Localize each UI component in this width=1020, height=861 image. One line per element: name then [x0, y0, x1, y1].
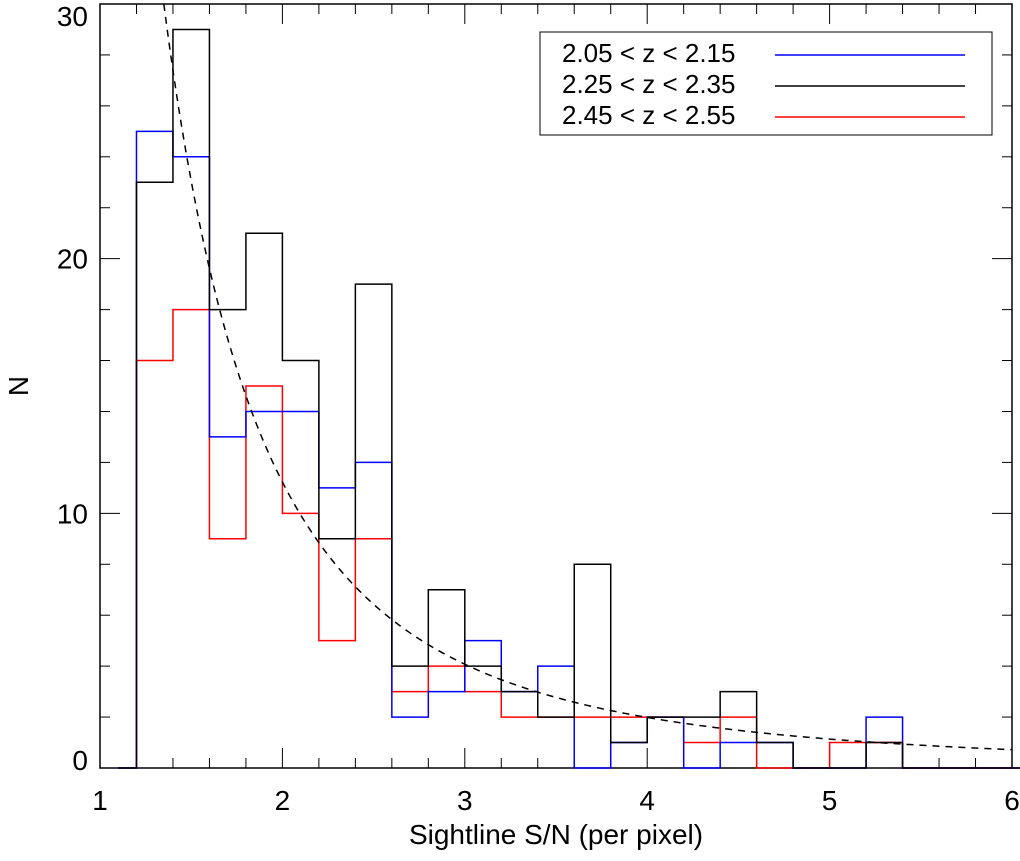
histogram-bin: [173, 157, 209, 768]
histogram-bin: [866, 743, 902, 768]
histogram-bin: [136, 361, 172, 768]
histogram-bin: [282, 411, 318, 768]
histogram-bin: [611, 743, 647, 768]
x-tick-label: 4: [639, 785, 655, 816]
histogram-bin: [136, 131, 172, 768]
histogram-bin: [574, 564, 610, 768]
histogram-bin: [465, 641, 501, 768]
x-tick-label: 6: [1004, 785, 1020, 816]
histogram-bin: [319, 539, 355, 768]
histogram-bin: [611, 743, 647, 768]
histogram-bin: [465, 692, 501, 768]
y-tick-label: 0: [72, 745, 88, 776]
series-step-line: [118, 130, 1020, 769]
y-tick-label: 30: [57, 1, 88, 32]
histogram-bin: [574, 717, 610, 768]
histogram-bin: [757, 743, 793, 768]
histogram-bin: [538, 717, 574, 768]
histogram-series: [118, 28, 1020, 769]
fit-curve: [163, 3, 1013, 751]
histogram-bin: [428, 666, 464, 768]
x-tick-label: 3: [457, 785, 473, 816]
legend-box: [539, 31, 993, 136]
x-tick-label: 5: [822, 785, 838, 816]
histogram-bin: [355, 284, 391, 768]
series-1: [118, 28, 1020, 769]
histogram-bin: [319, 641, 355, 768]
x-tick-label: 1: [92, 785, 108, 816]
histogram-bin: [647, 717, 683, 768]
histogram-bin: [501, 692, 537, 768]
histogram-bin: [392, 692, 428, 768]
histogram-bin: [173, 29, 209, 768]
histogram-bin: [173, 310, 209, 768]
plot-frame: [99, 3, 1013, 769]
y-tick-label: 10: [57, 498, 88, 529]
histogram-bin: [355, 539, 391, 768]
tick-labels: 1 2 3 4 5 6 0 10 20 30: [57, 1, 1020, 816]
histogram-bin: [720, 743, 756, 768]
histogram-bin: [136, 182, 172, 768]
histogram-bin: [757, 743, 793, 768]
histogram-bin: [465, 666, 501, 768]
histogram-bin: [246, 411, 282, 768]
histogram-bin: [830, 743, 866, 768]
histogram-bin: [209, 539, 245, 768]
histogram-bin: [246, 386, 282, 768]
x-axis-title: Sightline S/N (per pixel): [409, 819, 703, 850]
histogram-bin: [647, 717, 683, 768]
histogram-bin: [246, 233, 282, 768]
histogram-bin: [428, 692, 464, 768]
histogram-bin: [209, 437, 245, 768]
histogram-bin: [866, 743, 902, 768]
series-0: [118, 130, 1020, 769]
histogram-bin: [501, 717, 537, 768]
histogram-bin: [538, 717, 574, 768]
histogram-bin: [282, 513, 318, 768]
series-2: [118, 308, 1020, 769]
histogram-bin: [392, 717, 428, 768]
histogram-bin: [684, 743, 720, 768]
y-axis-title: N: [3, 376, 34, 396]
histogram-bin: [501, 692, 537, 768]
histogram-bin: [319, 488, 355, 768]
y-tick-label: 20: [57, 244, 88, 275]
histogram-bin: [647, 717, 683, 768]
histogram-bin: [428, 590, 464, 768]
legend-label-black: 2.25 < z < 2.35: [562, 69, 735, 99]
series-step-line: [118, 28, 1020, 769]
histogram-bin: [282, 361, 318, 768]
series-step-line: [118, 308, 1020, 769]
legend-label-blue: 2.05 < z < 2.15: [562, 38, 735, 68]
legend-label-red: 2.45 < z < 2.55: [562, 100, 735, 130]
x-tick-label: 2: [275, 785, 291, 816]
legend: 2.05 < z < 2.15 2.25 < z < 2.35 2.45 < z…: [539, 31, 993, 136]
